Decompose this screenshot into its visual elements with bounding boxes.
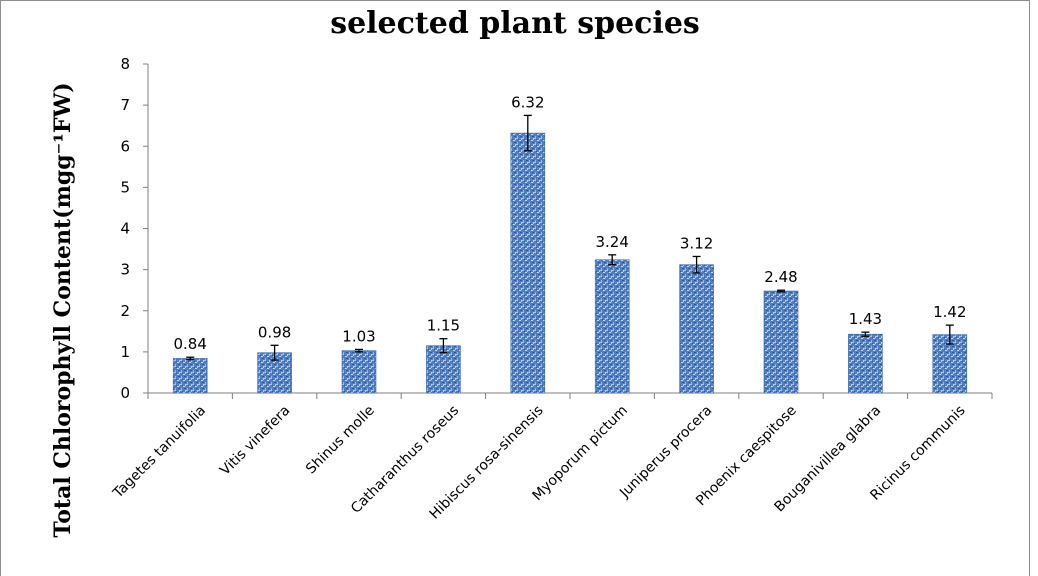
data-label: 0.98 [258, 323, 291, 341]
data-label: 3.24 [595, 233, 628, 251]
chart-title: selected plant species [330, 6, 700, 41]
y-axis-label: Total Chlorophyll Content(mgg⁻¹FW) [50, 82, 76, 537]
data-label: 1.42 [933, 303, 966, 321]
y-tick-label: 5 [120, 178, 130, 196]
data-label: 1.43 [849, 310, 882, 328]
y-tick-label: 3 [120, 261, 130, 279]
data-label: 3.12 [680, 234, 713, 252]
bar [426, 345, 461, 394]
bar [510, 132, 546, 394]
plot-area: 0 1 2 3 4 5 6 7 8 0.84 Tagetes tanuifolia 0.98 Vitis… [110, 55, 993, 523]
y-tick-label: 6 [120, 137, 130, 155]
y-tick-label: 8 [120, 55, 130, 73]
x-tick-label: Myoporum pictum [530, 403, 632, 505]
y-tick-label: 1 [120, 343, 130, 361]
data-label: 2.48 [764, 268, 797, 286]
data-label: 1.03 [342, 327, 375, 345]
y-tick-label: 2 [120, 302, 130, 320]
data-label: 6.32 [511, 93, 544, 111]
bar [341, 350, 377, 394]
y-tick-label: 4 [120, 220, 130, 238]
x-tick-label: Juniperus procera [616, 403, 715, 502]
x-tick-label: Ricinus communis [867, 403, 968, 504]
data-label: 0.84 [173, 335, 206, 353]
x-tick-label: Vitis vinefera [217, 403, 293, 479]
y-tick-label: 0 [120, 384, 130, 402]
x-tick-label: Shinus molle [303, 403, 378, 478]
bar [172, 358, 208, 394]
bar [679, 264, 714, 394]
y-tick-label: 7 [120, 96, 130, 114]
bar [763, 290, 799, 394]
bar [594, 259, 630, 394]
x-tick-label: Tagetes tanuifolia [110, 403, 210, 503]
data-label: 1.15 [427, 317, 460, 335]
bar [848, 333, 883, 394]
